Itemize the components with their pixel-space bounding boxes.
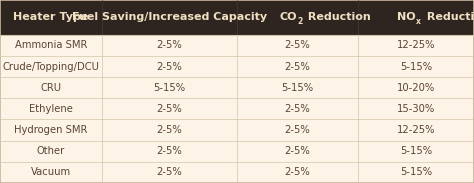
Text: CRU: CRU bbox=[40, 83, 62, 93]
Text: NO: NO bbox=[397, 12, 416, 22]
Text: 5-15%: 5-15% bbox=[154, 83, 185, 93]
Text: 5-15%: 5-15% bbox=[400, 146, 432, 156]
Text: 2-5%: 2-5% bbox=[284, 125, 310, 135]
Text: 2-5%: 2-5% bbox=[156, 125, 182, 135]
Text: Ammonia SMR: Ammonia SMR bbox=[15, 40, 87, 50]
Text: 2-5%: 2-5% bbox=[156, 167, 182, 177]
Text: 2-5%: 2-5% bbox=[284, 61, 310, 72]
Text: 10-20%: 10-20% bbox=[397, 83, 435, 93]
Text: Crude/Topping/DCU: Crude/Topping/DCU bbox=[2, 61, 100, 72]
Text: 5-15%: 5-15% bbox=[282, 83, 313, 93]
Text: CO: CO bbox=[280, 12, 298, 22]
Text: 5-15%: 5-15% bbox=[400, 167, 432, 177]
Text: x: x bbox=[416, 17, 421, 26]
Text: 5-15%: 5-15% bbox=[400, 61, 432, 72]
Bar bbox=[0, 141, 474, 162]
Bar bbox=[0, 162, 474, 183]
Text: 2-5%: 2-5% bbox=[284, 104, 310, 114]
Text: Ethylene: Ethylene bbox=[29, 104, 73, 114]
Bar bbox=[0, 77, 474, 98]
Bar bbox=[0, 35, 474, 56]
Text: 12-25%: 12-25% bbox=[397, 40, 435, 50]
Text: Vacuum: Vacuum bbox=[31, 167, 71, 177]
Bar bbox=[0, 98, 474, 119]
Text: Reduction: Reduction bbox=[423, 12, 474, 22]
Text: Fuel Saving/Increased Capacity: Fuel Saving/Increased Capacity bbox=[72, 12, 267, 22]
Bar bbox=[0, 119, 474, 141]
Text: Other: Other bbox=[37, 146, 65, 156]
Text: 12-25%: 12-25% bbox=[397, 125, 435, 135]
Text: 15-30%: 15-30% bbox=[397, 104, 435, 114]
Text: 2: 2 bbox=[298, 17, 303, 26]
Text: 2-5%: 2-5% bbox=[156, 40, 182, 50]
Text: 2-5%: 2-5% bbox=[156, 61, 182, 72]
Bar bbox=[0, 0, 474, 35]
Text: 2-5%: 2-5% bbox=[284, 167, 310, 177]
Text: Hydrogen SMR: Hydrogen SMR bbox=[14, 125, 88, 135]
Text: Heater Type: Heater Type bbox=[13, 12, 89, 22]
Bar bbox=[0, 56, 474, 77]
Text: 2-5%: 2-5% bbox=[284, 146, 310, 156]
Text: 2-5%: 2-5% bbox=[156, 146, 182, 156]
Text: 2-5%: 2-5% bbox=[284, 40, 310, 50]
Text: Reduction: Reduction bbox=[304, 12, 371, 22]
Text: 2-5%: 2-5% bbox=[156, 104, 182, 114]
